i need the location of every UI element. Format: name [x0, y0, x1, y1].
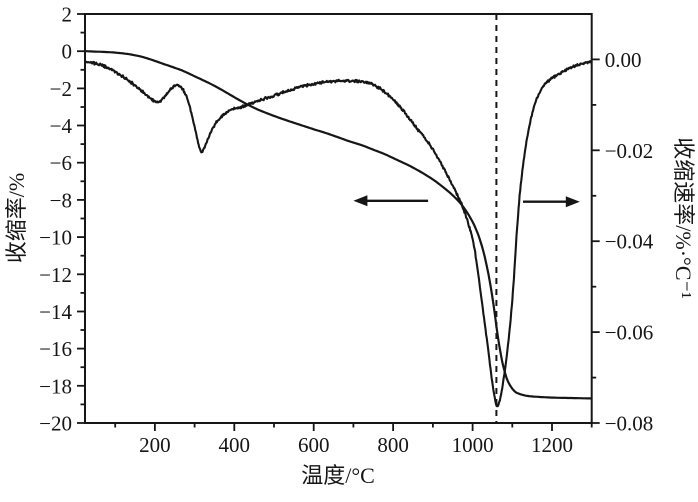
shrinkage-rate-curve — [84, 60, 593, 408]
x-tick-label: 600 — [298, 433, 330, 457]
x-tick-label: 400 — [219, 433, 251, 457]
y-left-tick-label: 0 — [62, 40, 73, 64]
y-left-tick-label: −4 — [50, 114, 73, 138]
y-left-tick-label: −12 — [39, 263, 72, 287]
y-left-tick-label: −6 — [50, 151, 72, 175]
right-axis-arrow-head — [565, 196, 580, 208]
y-right-tick-label: −0.06 — [605, 321, 654, 345]
y-right-tick-label: −0.04 — [605, 230, 654, 254]
y-left-tick-label: −18 — [39, 374, 72, 398]
y-axis-title-left: 收缩率/% — [4, 173, 29, 263]
x-tick-label: 200 — [139, 433, 171, 457]
y-right-tick-label: −0.02 — [605, 139, 654, 163]
x-tick-label: 1000 — [452, 433, 494, 457]
y-axis-title-right: 收缩速率/%·°C⁻¹ — [671, 137, 696, 298]
x-tick-label: 800 — [377, 433, 409, 457]
plot-border — [84, 13, 593, 424]
y-right-tick-label: 0.00 — [605, 48, 642, 72]
y-left-tick-label: −8 — [50, 188, 72, 212]
left-axis-arrow-head — [353, 195, 368, 207]
y-right-tick-label: −0.08 — [605, 412, 654, 436]
y-left-tick-label: −10 — [39, 226, 72, 250]
y-left-tick-label: 2 — [62, 3, 73, 27]
x-axis-title: 温度/°C — [301, 463, 375, 488]
y-left-tick-label: −14 — [39, 300, 72, 324]
y-left-tick-label: −2 — [50, 77, 72, 101]
x-tick-label: 1200 — [531, 433, 573, 457]
y-left-tick-label: −20 — [39, 412, 72, 436]
y-left-tick-label: −16 — [39, 337, 72, 361]
shrinkage-curve — [85, 50, 592, 400]
